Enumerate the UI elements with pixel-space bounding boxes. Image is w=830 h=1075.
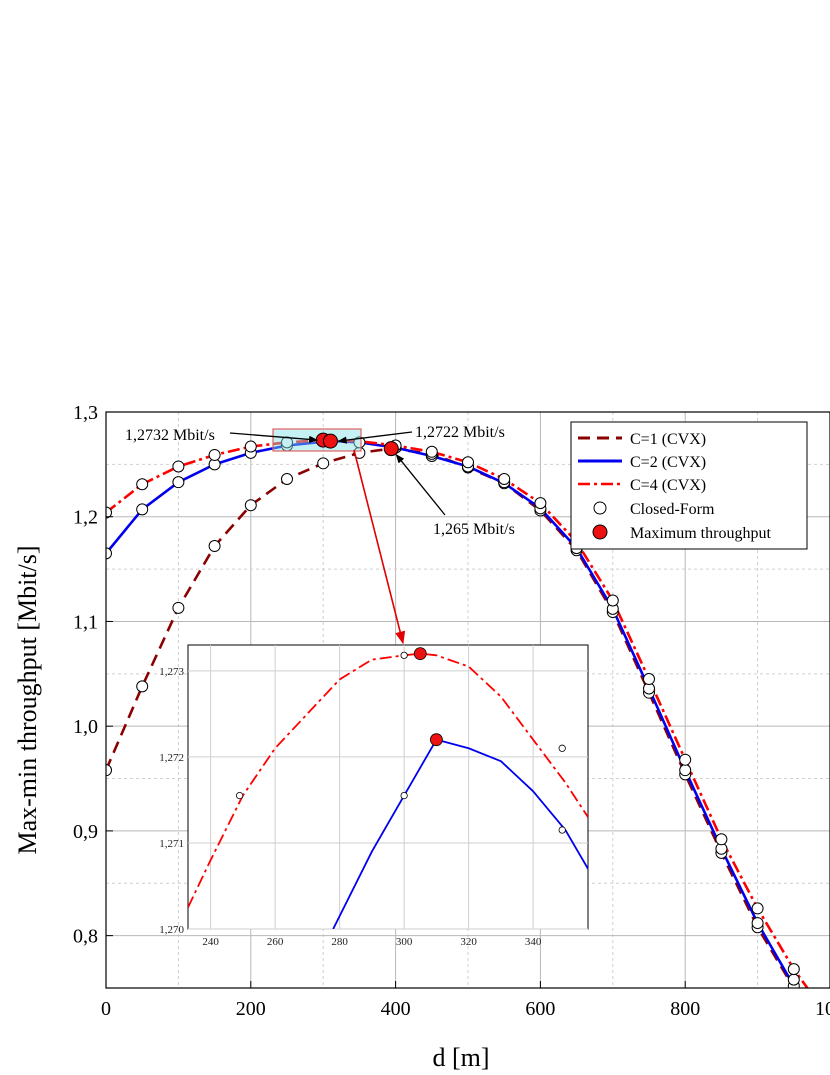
closed-form-point-7 (172, 476, 185, 489)
legend-label-closed-form: Closed-Form (630, 501, 715, 518)
closed-form-point-46 (679, 753, 692, 766)
closed-form-point-6 (172, 601, 185, 614)
inset-x-tick-label-0: 240 (202, 936, 219, 948)
y-tick-label-3: 1,1 (73, 611, 98, 633)
inset-y-tick-label-1: 1,271 (159, 838, 184, 850)
closed-form-point-28 (462, 456, 474, 469)
annotation-arrow-1 (337, 431, 413, 444)
max-point-1 (322, 433, 338, 449)
closed-form-point-51 (751, 917, 764, 930)
closed-form-point-15 (281, 473, 293, 486)
main-markers (106, 436, 800, 988)
inset-max-point-0 (413, 647, 427, 661)
closed-form-point-20 (353, 436, 366, 449)
inset-closed-form-point-4 (558, 826, 566, 834)
inset-zoom-chart: 240 260 280 300 320 340 1,270 1,271 1,272 1,273 (159, 644, 589, 948)
inset-y-tick-label-2: 1,272 (159, 752, 184, 764)
inset-closed-form-point-2 (400, 792, 408, 800)
y-tick-label-5: 1,3 (73, 402, 98, 424)
closed-form-point-5 (136, 478, 149, 491)
closed-form-point-54 (787, 973, 800, 986)
inset-grid (188, 645, 588, 930)
closed-form-point-55 (787, 963, 800, 976)
annotation-2: 1,265 Mbit/s (433, 521, 515, 538)
closed-form-point-9 (208, 540, 221, 553)
x-tick-label-0: 0 (101, 998, 111, 1020)
x-tick-label-1: 200 (236, 998, 266, 1020)
y-axis-label: Max-min throughput [Mbit/s] (13, 545, 42, 854)
y-tick-label-0: 0,8 (73, 926, 98, 948)
closed-form-point-11 (208, 448, 221, 461)
zoom-arrow (353, 449, 406, 645)
legend-label-c2: C=2 (CVX) (630, 454, 706, 471)
closed-form-point-40 (606, 594, 619, 607)
y-tick-label-4: 1,2 (73, 507, 98, 529)
legend-box (570, 421, 808, 550)
annotation-arrow-2 (395, 453, 446, 516)
closed-form-point-49 (715, 833, 728, 846)
legend-label-maximum: Maximum throughput (630, 525, 771, 542)
closed-form-point-0 (106, 764, 112, 777)
closed-form-point-45 (679, 764, 692, 777)
closed-form-point-43 (643, 673, 655, 686)
plot-frame (105, 411, 830, 989)
x-tick-label-2: 400 (381, 998, 411, 1020)
inset-x-tick-label-4: 320 (460, 936, 477, 948)
x-tick-label-3: 600 (525, 998, 555, 1020)
inset-y-tick-label-0: 1,270 (159, 924, 184, 936)
closed-form-point-1 (106, 547, 112, 560)
legend-marker-maximum (592, 524, 608, 540)
inset-y-tick-label-3: 1,273 (159, 666, 184, 678)
x-axis-label: d [m] (432, 1043, 489, 1072)
legend-label-c1: C=1 (CVX) (630, 431, 706, 448)
max-point-2 (383, 441, 399, 457)
inset-max-point-1 (429, 733, 443, 747)
inset-x-tick-label-1: 260 (267, 936, 284, 948)
inset-closed-form-point-3 (558, 744, 566, 752)
annotation-arrow-0 (229, 432, 319, 444)
closed-form-point-17 (281, 436, 293, 449)
closed-form-point-2 (106, 506, 112, 519)
main-maximum-points (315, 432, 399, 457)
inset-closed-form-point-0 (236, 792, 244, 800)
annotations: 1,2732 Mbit/s 1,2722 Mbit/s 1,265 Mbit/s (125, 424, 515, 538)
legend: C=1 (CVX) C=2 (CVX) C=4 (CVX) Closed-For… (570, 421, 808, 550)
inset-x-tick-label-5: 340 (525, 936, 542, 948)
y-tick-label-1: 0,9 (73, 821, 98, 843)
inset-markers (236, 647, 566, 834)
closed-form-point-34 (534, 497, 547, 510)
x-tick-label-5: 100 (815, 998, 830, 1020)
closed-form-point-52 (751, 902, 764, 915)
closed-form-point-12 (244, 499, 257, 512)
closed-form-point-25 (425, 445, 438, 458)
inset-x-tick-label-3: 300 (396, 936, 413, 948)
annotation-0: 1,2732 Mbit/s (125, 427, 215, 444)
annotation-1: 1,2722 Mbit/s (415, 424, 505, 441)
closed-form-point-8 (172, 460, 185, 473)
legend-marker-closed-form (593, 501, 607, 515)
inset-x-tick-label-2: 280 (331, 936, 348, 948)
x-tick-label-4: 800 (670, 998, 700, 1020)
closed-form-point-3 (136, 680, 149, 693)
y-tick-label-2: 1,0 (73, 716, 98, 738)
legend-label-c4: C=4 (CVX) (630, 477, 706, 494)
closed-form-point-14 (244, 440, 257, 453)
closed-form-point-4 (136, 503, 149, 516)
main-tick-labels: 0 200 400 600 800 100 0,8 0,9 1,0 1,1 1,2 1,3 (73, 402, 830, 1020)
closed-form-point-18 (317, 457, 330, 470)
inset-tick-labels: 240 260 280 300 320 340 1,270 1,271 1,272 1,273 (159, 666, 542, 948)
inset-background (187, 644, 589, 930)
closed-form-point-31 (498, 473, 511, 486)
inset-closed-form-point-1 (400, 651, 408, 659)
inset-series-line-1 (332, 738, 588, 929)
